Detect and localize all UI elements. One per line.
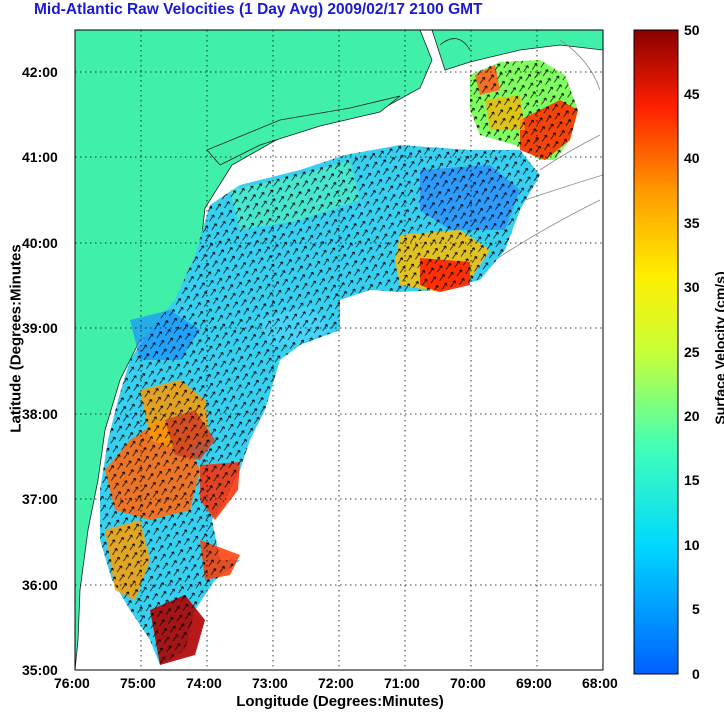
- x-tick-label: 72:00: [318, 675, 354, 691]
- colorbar-tick: 45: [684, 86, 700, 102]
- y-tick-label: 42:00: [22, 64, 58, 80]
- colorbar-tick: 50: [684, 22, 700, 38]
- colorbar-tick: 15: [684, 472, 700, 488]
- x-tick-label: 71:00: [384, 675, 420, 691]
- colorbar-tick: 10: [684, 537, 700, 553]
- y-tick-label: 37:00: [22, 491, 58, 507]
- colorbar-tick: 25: [684, 344, 700, 360]
- y-tick-label: 35:00: [22, 662, 58, 678]
- x-tick-label: 68:00: [582, 675, 618, 691]
- x-axis-label: Longitude (Degrees:Minutes): [236, 693, 444, 710]
- colorbar-tick: 35: [684, 215, 700, 231]
- y-tick-label: 41:00: [22, 149, 58, 165]
- y-axis-label: Latitude (Degrees:Minutes: [7, 244, 25, 433]
- colorbar-tick: 0: [692, 666, 700, 682]
- x-tick-label: 75:00: [120, 675, 156, 691]
- y-tick-label: 36:00: [22, 577, 58, 593]
- y-tick-label: 40:00: [22, 235, 58, 251]
- colorbar-tick: 20: [684, 408, 700, 424]
- colorbar: [633, 29, 679, 675]
- map-title: Mid-Atlantic Raw Velocities (1 Day Avg) …: [34, 1, 483, 18]
- bathymetry-contours: [494, 39, 603, 261]
- plot-frame: [74, 29, 604, 671]
- x-tick-label: 76:00: [54, 675, 90, 691]
- colorbar-tick: 40: [684, 150, 700, 166]
- velocity-field: [100, 60, 578, 665]
- colorbar-tick: 5: [692, 601, 700, 617]
- x-tick-label: 73:00: [252, 675, 288, 691]
- y-tick-label: 38:00: [22, 406, 58, 422]
- x-tick-label: 69:00: [516, 675, 552, 691]
- x-tick-label: 70:00: [450, 675, 486, 691]
- y-tick-label: 39:00: [22, 320, 58, 336]
- colorbar-tick: 30: [684, 279, 700, 295]
- grid-lines: [75, 30, 603, 670]
- colorbar-label: Surface Velocity (cm/s): [712, 271, 724, 425]
- x-tick-label: 74:00: [186, 675, 222, 691]
